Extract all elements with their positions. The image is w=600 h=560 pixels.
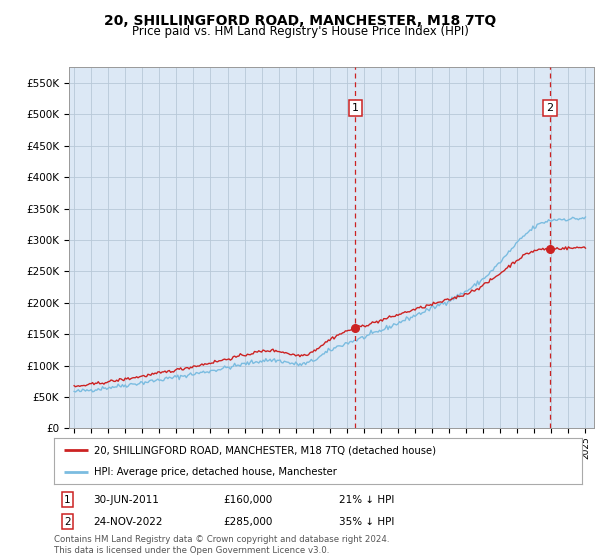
Text: HPI: Average price, detached house, Manchester: HPI: Average price, detached house, Manc…	[94, 468, 337, 478]
Text: £160,000: £160,000	[223, 494, 272, 505]
Text: 20, SHILLINGFORD ROAD, MANCHESTER, M18 7TQ: 20, SHILLINGFORD ROAD, MANCHESTER, M18 7…	[104, 14, 496, 28]
Text: 35% ↓ HPI: 35% ↓ HPI	[339, 517, 394, 526]
Text: 2: 2	[547, 103, 554, 113]
Text: 20, SHILLINGFORD ROAD, MANCHESTER, M18 7TQ (detached house): 20, SHILLINGFORD ROAD, MANCHESTER, M18 7…	[94, 445, 436, 455]
Text: 1: 1	[352, 103, 359, 113]
Text: 1: 1	[64, 494, 71, 505]
Text: 30-JUN-2011: 30-JUN-2011	[94, 494, 160, 505]
Text: £285,000: £285,000	[223, 517, 272, 526]
Text: Contains HM Land Registry data © Crown copyright and database right 2024.
This d: Contains HM Land Registry data © Crown c…	[54, 535, 389, 555]
Text: 24-NOV-2022: 24-NOV-2022	[94, 517, 163, 526]
Text: 21% ↓ HPI: 21% ↓ HPI	[339, 494, 394, 505]
Text: Price paid vs. HM Land Registry's House Price Index (HPI): Price paid vs. HM Land Registry's House …	[131, 25, 469, 38]
Text: 2: 2	[64, 517, 71, 526]
